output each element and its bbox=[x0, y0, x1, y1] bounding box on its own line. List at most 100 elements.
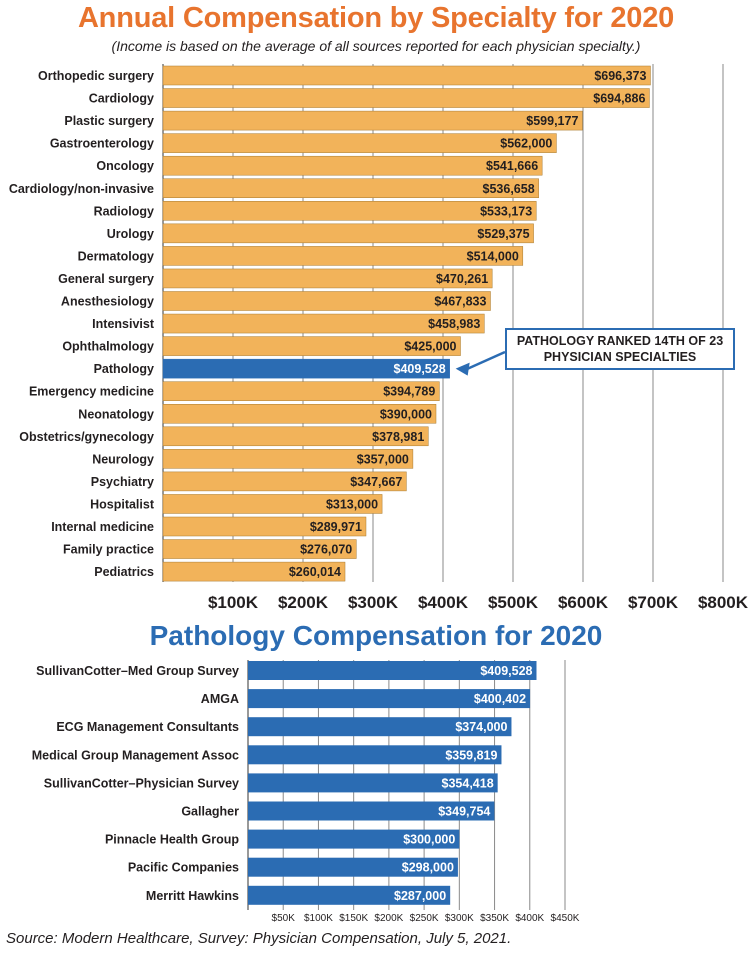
value-label: $390,000 bbox=[380, 407, 432, 421]
value-label: $400,402 bbox=[474, 692, 526, 706]
value-label: $541,666 bbox=[486, 159, 538, 173]
value-label: $287,000 bbox=[394, 889, 446, 903]
category-label: Gastroenterology bbox=[50, 137, 154, 151]
bar bbox=[248, 745, 502, 765]
tick-label: $800K bbox=[698, 593, 749, 612]
bar bbox=[162, 155, 543, 176]
category-label: Cardiology/non-invasive bbox=[9, 182, 154, 196]
bar bbox=[162, 471, 407, 492]
value-label: $349,754 bbox=[438, 805, 490, 819]
bar bbox=[162, 88, 650, 108]
bar bbox=[248, 801, 495, 821]
tick-label: $200K bbox=[374, 913, 403, 924]
category-label: Ophthalmology bbox=[62, 340, 154, 354]
pathology-rank-callout: PATHOLOGY RANKED 14TH OF 23 PHYSICIAN SP… bbox=[505, 328, 735, 370]
bar bbox=[162, 539, 357, 559]
value-label: $347,667 bbox=[350, 475, 402, 489]
bar bbox=[162, 223, 534, 244]
value-label: $536,658 bbox=[483, 182, 535, 196]
bar bbox=[248, 829, 460, 849]
category-label: Orthopedic surgery bbox=[38, 69, 154, 83]
category-label: SullivanCotter–Physician Survey bbox=[44, 776, 239, 790]
tick-label: $250K bbox=[410, 913, 439, 924]
category-label: Internal medicine bbox=[51, 520, 154, 534]
value-label: $409,528 bbox=[394, 362, 446, 376]
bar bbox=[248, 717, 512, 737]
pathology-chart-title: Pathology Compensation for 2020 bbox=[149, 620, 603, 651]
value-label: $696,373 bbox=[594, 69, 646, 83]
category-label: Anesthesiology bbox=[61, 295, 154, 309]
category-label: Obstetrics/gynecology bbox=[19, 430, 154, 444]
category-label: Merritt Hawkins bbox=[146, 889, 239, 903]
tick-label: $600K bbox=[558, 593, 609, 612]
tick-label: $400K bbox=[418, 593, 469, 612]
bar bbox=[162, 178, 539, 198]
bar bbox=[162, 133, 557, 153]
category-label: Neurology bbox=[92, 452, 154, 466]
value-label: $378,981 bbox=[372, 430, 424, 444]
category-label: Radiology bbox=[94, 204, 154, 218]
tick-label: $700K bbox=[628, 593, 679, 612]
callout-arrow-line bbox=[465, 350, 506, 371]
bar bbox=[162, 65, 651, 86]
category-label: Cardiology bbox=[89, 92, 154, 106]
value-label: $599,177 bbox=[526, 114, 578, 128]
category-label: Family practice bbox=[63, 543, 154, 557]
category-label: Oncology bbox=[96, 159, 154, 173]
value-label: $357,000 bbox=[357, 452, 409, 466]
value-label: $562,000 bbox=[500, 137, 552, 151]
category-label: Neonatology bbox=[78, 407, 154, 421]
value-label: $394,789 bbox=[383, 385, 435, 399]
chart-title: Annual Compensation by Specialty for 202… bbox=[77, 2, 675, 34]
bar bbox=[248, 885, 451, 905]
value-label: $514,000 bbox=[467, 249, 519, 263]
value-label: $470,261 bbox=[436, 272, 488, 286]
value-label: $409,528 bbox=[480, 664, 532, 678]
bar bbox=[162, 449, 414, 469]
bar bbox=[162, 516, 367, 537]
tick-label: $400K bbox=[515, 913, 544, 924]
value-label: $458,983 bbox=[428, 317, 480, 331]
bar bbox=[162, 201, 537, 221]
bar bbox=[162, 268, 493, 289]
bar bbox=[162, 404, 437, 424]
value-label: $354,418 bbox=[442, 776, 494, 790]
category-label: Psychiatry bbox=[91, 475, 154, 489]
value-label: $425,000 bbox=[404, 340, 456, 354]
bar bbox=[162, 110, 583, 131]
category-label: Pediatrics bbox=[94, 565, 154, 579]
bar bbox=[248, 661, 537, 680]
category-label: ECG Management Consultants bbox=[56, 720, 239, 734]
value-label: $467,833 bbox=[434, 295, 486, 309]
value-label: $694,886 bbox=[593, 92, 645, 106]
bar bbox=[162, 381, 440, 401]
tick-label: $450K bbox=[551, 913, 580, 924]
category-label: General surgery bbox=[58, 272, 154, 286]
category-label: Pathology bbox=[94, 362, 154, 376]
tick-label: $300K bbox=[445, 913, 474, 924]
bar bbox=[248, 857, 458, 877]
tick-label: $300K bbox=[348, 593, 399, 612]
category-label: Medical Group Management Assoc bbox=[32, 748, 239, 762]
callout-arrowhead bbox=[455, 362, 470, 376]
tick-label: $150K bbox=[339, 913, 368, 924]
value-label: $374,000 bbox=[455, 720, 507, 734]
value-label: $289,971 bbox=[310, 520, 362, 534]
category-label: Pinnacle Health Group bbox=[105, 833, 239, 847]
value-label: $313,000 bbox=[326, 497, 378, 511]
tick-label: $350K bbox=[480, 913, 509, 924]
value-label: $529,375 bbox=[477, 227, 529, 241]
category-label: Pacific Companies bbox=[128, 861, 239, 875]
value-label: $260,014 bbox=[289, 565, 341, 579]
bar bbox=[162, 336, 461, 356]
bar bbox=[248, 689, 531, 709]
category-label: Hospitalist bbox=[90, 497, 155, 511]
tick-label: $500K bbox=[488, 593, 539, 612]
category-label: Plastic surgery bbox=[64, 114, 154, 128]
category-label: Gallagher bbox=[181, 805, 239, 819]
category-label: AMGA bbox=[201, 692, 239, 706]
value-label: $276,070 bbox=[300, 543, 352, 557]
tick-label: $100K bbox=[304, 913, 333, 924]
tick-label: $100K bbox=[208, 593, 259, 612]
